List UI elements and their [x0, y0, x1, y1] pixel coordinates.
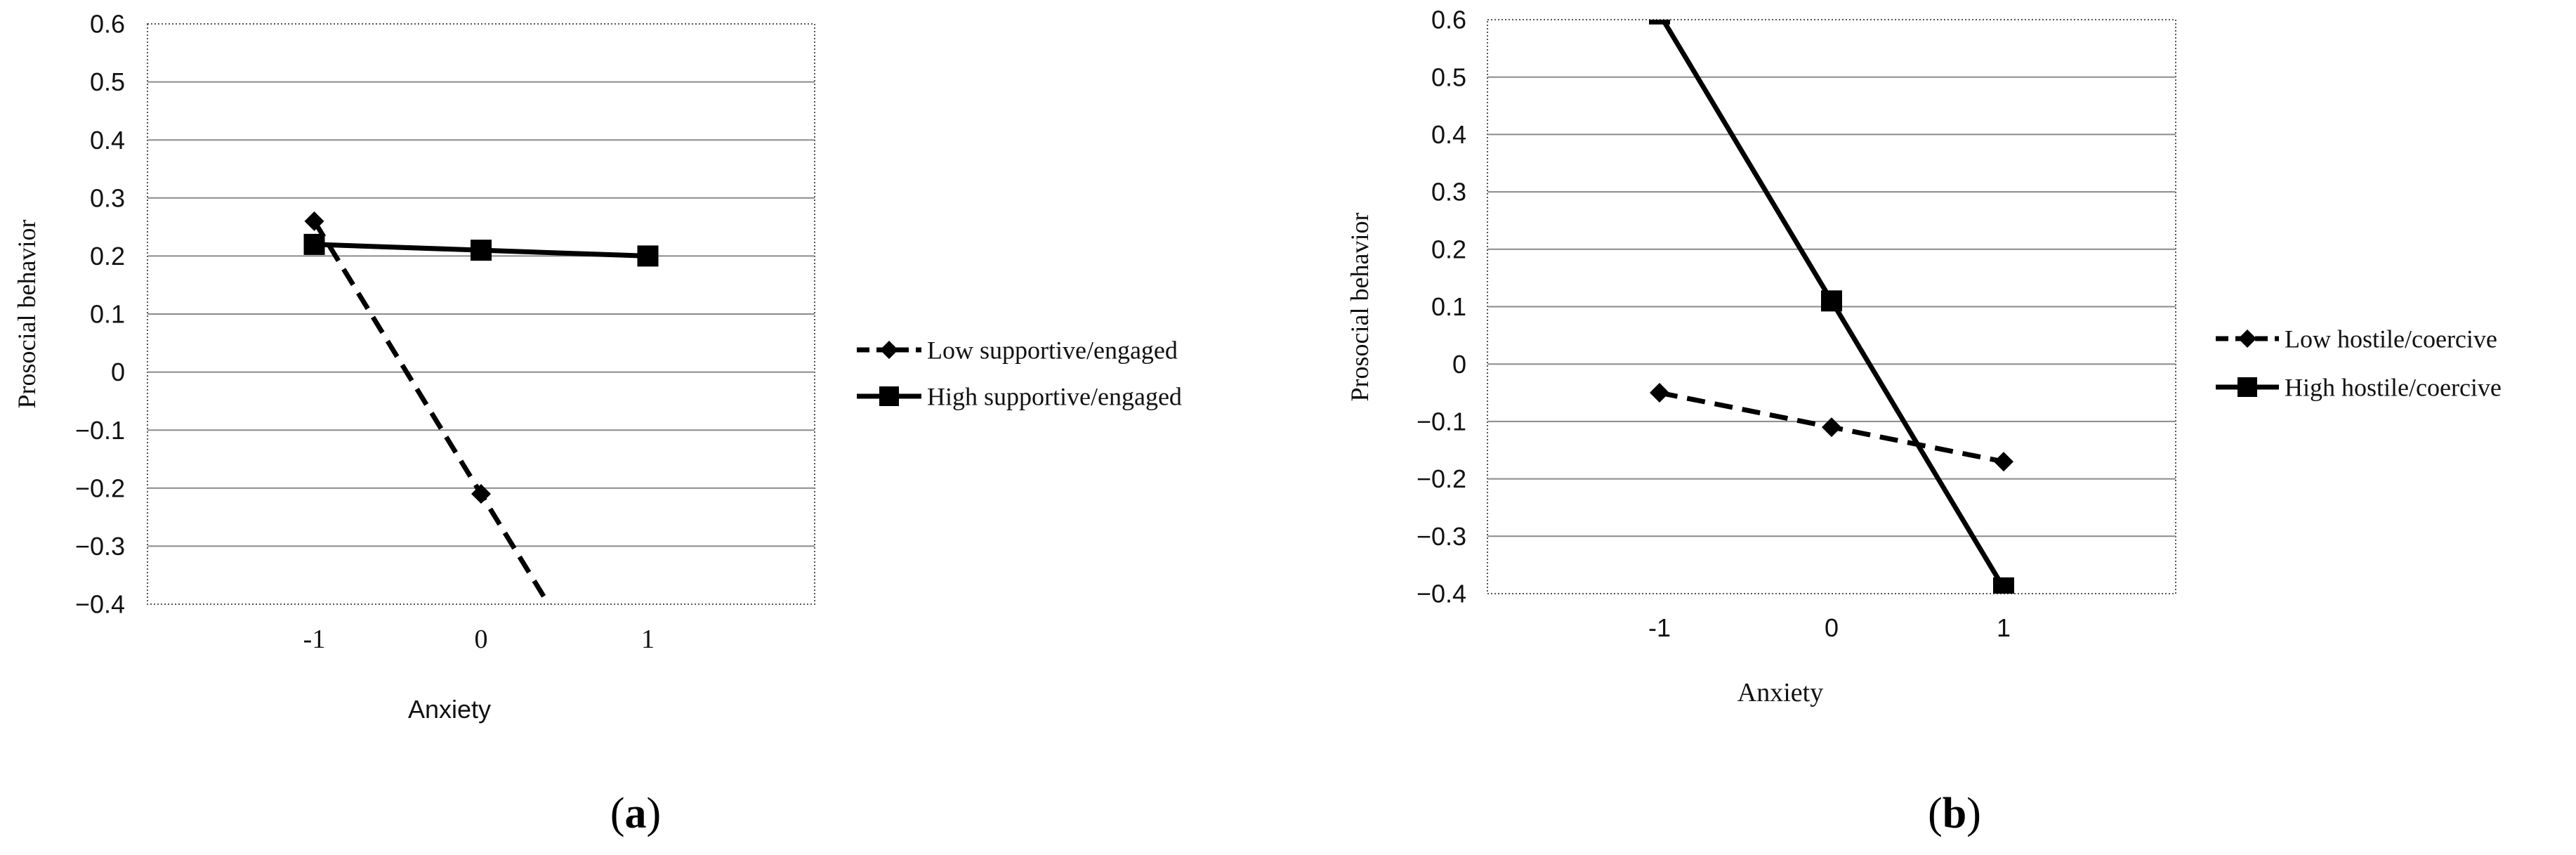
legend-label: Low supportive/engaged	[927, 337, 1178, 365]
data-point-diamond	[1822, 417, 1841, 438]
y-tick-label: 0.2	[90, 242, 125, 270]
y-tick-label: −0.3	[75, 532, 125, 561]
y-tick-label: 0.2	[1431, 235, 1466, 263]
y-tick-label: 0.4	[90, 126, 125, 155]
legend-marker-square	[879, 386, 899, 406]
y-tick-label: −0.2	[75, 474, 125, 502]
data-point-square	[637, 245, 659, 267]
y-tick-label: 0.6	[1431, 6, 1466, 34]
x-tick-label: -1	[1648, 613, 1671, 642]
panel-paren: (	[610, 790, 625, 837]
panel-paren: )	[1966, 790, 1981, 837]
data-point-diamond	[638, 757, 658, 776]
y-tick-label: −0.4	[75, 590, 125, 619]
x-tick-label: 0	[1825, 613, 1839, 642]
x-tick-label: 1	[1997, 613, 2011, 642]
y-tick-label: 0.3	[90, 183, 125, 212]
data-point-diamond	[1994, 452, 2013, 472]
y-tick-label: −0.2	[1417, 464, 1466, 493]
legend-label: Low hostile/coercive	[2285, 325, 2497, 353]
panel-label: (a)	[610, 790, 661, 837]
data-point-diamond	[471, 484, 491, 504]
legend-entry: Low supportive/engaged	[857, 337, 1178, 365]
data-point-square	[1993, 577, 2014, 594]
data-point-diamond	[304, 211, 324, 231]
y-tick-label: 0.5	[1431, 63, 1466, 91]
chart-panel-b: −0.4 −0.3 −0.2 −0.1 0 0.1 0.2 0.3 0.4 0.5 0.6 -1 0 1 A…	[1346, 6, 2502, 837]
plot-area	[303, 211, 659, 776]
plot-area	[1649, 20, 2014, 594]
y-axis-title: Prosocial behavior	[13, 220, 41, 409]
data-point-square	[303, 233, 325, 255]
panel-label: (b)	[1928, 790, 1981, 837]
panel-letter: b	[1943, 790, 1966, 837]
y-tick-label: 0.6	[90, 10, 125, 39]
y-tick-label: −0.1	[75, 416, 125, 445]
panel-paren: (	[1928, 790, 1943, 837]
legend-entry: High supportive/engaged	[857, 383, 1182, 411]
chart-panel-a: −0.4 −0.3 −0.2 −0.1 0 0.1 0.2 0.3 0.4 0.5 0.6 -1 0 1 A…	[13, 10, 1182, 837]
legend-marker-diamond	[880, 341, 898, 359]
panel-paren: )	[647, 790, 662, 837]
y-tick-label: 0.1	[90, 300, 125, 329]
y-tick-label: 0	[111, 358, 125, 386]
plot-frame	[147, 23, 815, 605]
x-tick-label: -1	[303, 625, 326, 654]
legend-entry: High hostile/coercive	[2216, 374, 2502, 402]
y-tick-label: −0.1	[1417, 407, 1466, 436]
data-point-diamond	[1650, 383, 1669, 403]
legend-marker-square	[2237, 377, 2257, 397]
legend-label: High hostile/coercive	[2285, 374, 2502, 402]
panel-letter: a	[625, 790, 647, 837]
y-tick-label: 0.5	[90, 67, 125, 96]
y-tick-label: 0.3	[1431, 178, 1466, 207]
data-point-square	[471, 240, 492, 261]
legend-entry: Low hostile/coercive	[2216, 325, 2497, 353]
x-tick-label: 1	[641, 625, 655, 654]
legend-label: High supportive/engaged	[927, 383, 1182, 411]
legend-marker-diamond	[2238, 329, 2256, 348]
x-axis-title: Anxiety	[408, 695, 491, 724]
y-axis-title: Prosocial behavior	[1346, 213, 1374, 402]
y-tick-label: 0	[1452, 350, 1466, 379]
y-tick-label: 0.4	[1431, 120, 1466, 149]
x-tick-label: 0	[475, 625, 488, 654]
data-point-square	[1821, 290, 1842, 312]
y-tick-label: −0.3	[1417, 522, 1466, 551]
y-tick-label: 0.1	[1431, 292, 1466, 321]
data-point-square	[1649, 20, 1670, 25]
x-axis-title: Anxiety	[1737, 678, 1823, 707]
y-tick-label: −0.4	[1417, 580, 1466, 608]
